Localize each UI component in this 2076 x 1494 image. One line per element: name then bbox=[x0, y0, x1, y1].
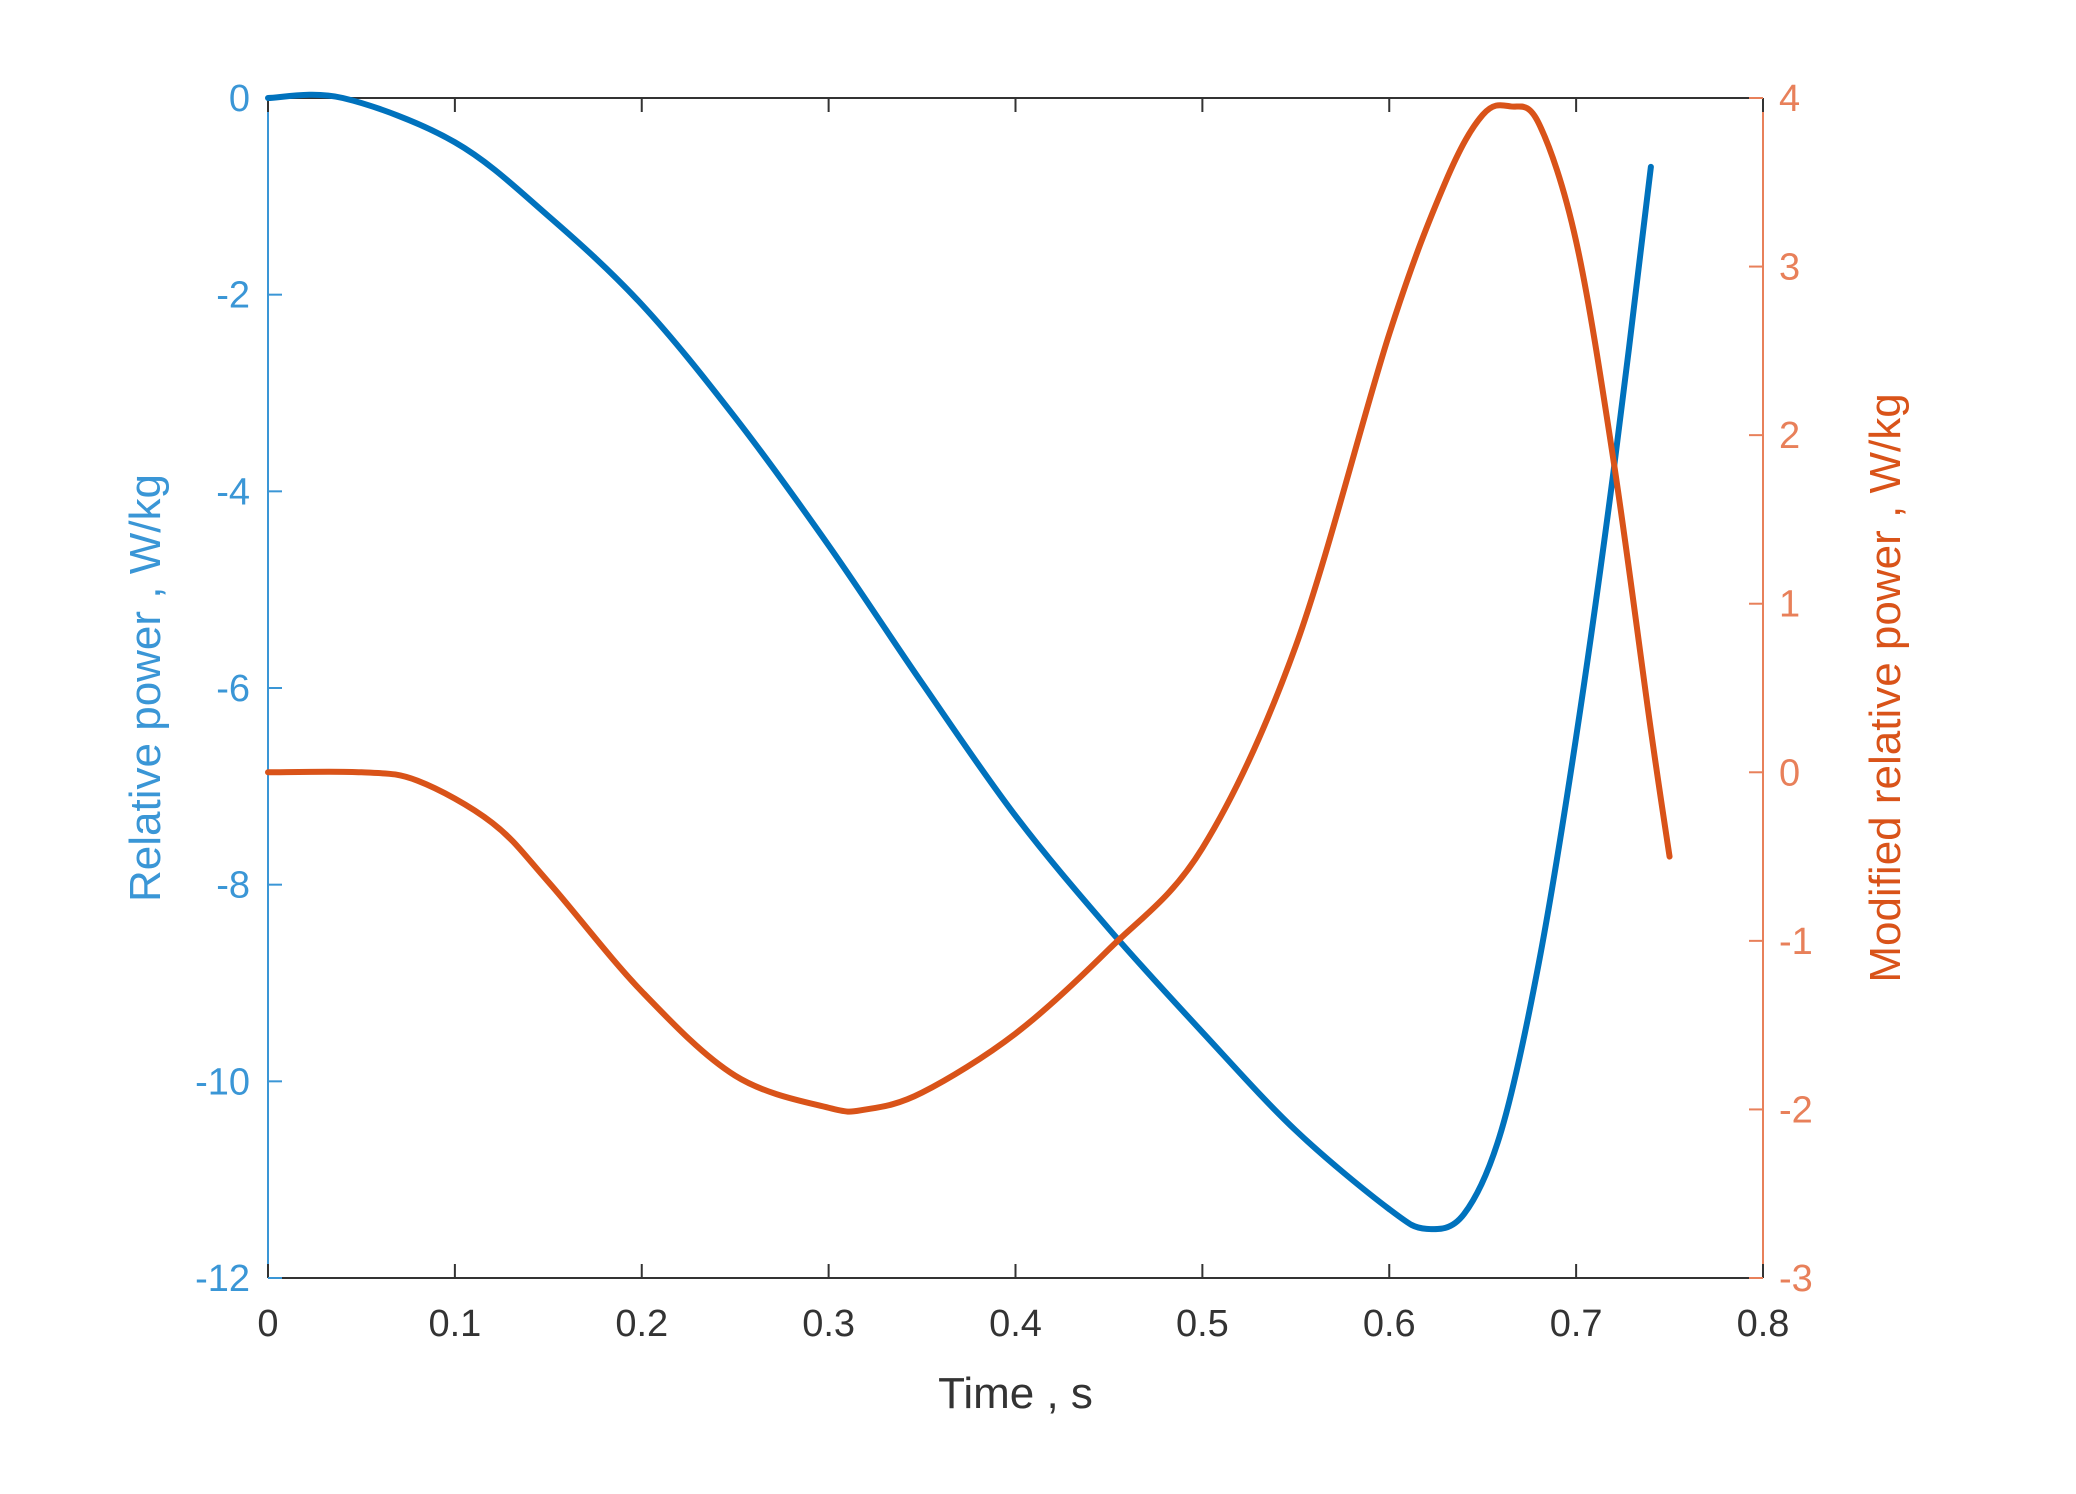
modified-relative-power-line bbox=[265, 102, 1673, 1115]
left-y-tick-label: -10 bbox=[195, 1061, 250, 1103]
x-tick-label: 0.1 bbox=[428, 1303, 481, 1345]
right-y-axis-title: Modified relative power , W/kg bbox=[1861, 393, 1910, 982]
left-y-tick-label: -2 bbox=[216, 275, 250, 317]
x-tick-label: 0.8 bbox=[1737, 1303, 1790, 1345]
x-tick-label: 0.6 bbox=[1363, 1303, 1416, 1345]
right-y-axis-ticks: 4 3 2 1 0 -1 -2 -3 bbox=[1749, 78, 1813, 1300]
left-y-tick-label: 0 bbox=[229, 78, 250, 120]
x-tick-label: 0.2 bbox=[615, 1303, 668, 1345]
right-y-tick-label: 0 bbox=[1779, 752, 1800, 794]
x-tick-label: 0 bbox=[257, 1303, 278, 1345]
left-y-tick-label: -8 bbox=[216, 865, 250, 907]
relative-power-line bbox=[265, 91, 1654, 1233]
right-y-tick-label: 3 bbox=[1779, 247, 1800, 289]
plot-frame bbox=[267, 97, 1764, 1279]
x-tick-label: 0.7 bbox=[1550, 1303, 1603, 1345]
left-y-tick-label: -12 bbox=[195, 1258, 250, 1300]
left-y-axis-title: Relative power , W/kg bbox=[121, 474, 170, 902]
left-y-tick-label: -4 bbox=[216, 471, 250, 513]
x-tick-label: 0.3 bbox=[802, 1303, 855, 1345]
x-tick-label: 0.5 bbox=[1176, 1303, 1229, 1345]
left-y-tick-label: -6 bbox=[216, 668, 250, 710]
x-axis-title: Time , s bbox=[938, 1369, 1093, 1418]
right-y-tick-label: 4 bbox=[1779, 78, 1800, 120]
right-y-tick-label: -1 bbox=[1779, 921, 1813, 963]
x-axis-ticks: 0 0.1 0.2 0.3 0.4 0.5 0.6 0.7 0.8 bbox=[257, 98, 1789, 1345]
x-tick-label: 0.4 bbox=[989, 1303, 1042, 1345]
right-y-tick-label: -2 bbox=[1779, 1089, 1813, 1131]
right-y-tick-label: -3 bbox=[1779, 1258, 1813, 1300]
right-y-tick-label: 2 bbox=[1779, 415, 1800, 457]
series-layer bbox=[265, 91, 1673, 1233]
right-y-tick-label: 1 bbox=[1779, 584, 1800, 626]
